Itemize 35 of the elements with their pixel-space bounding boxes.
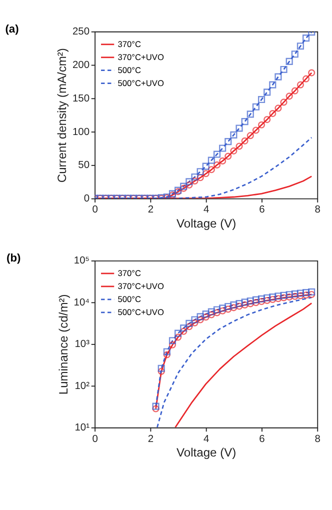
- y-axis-title: Luminance (cd/m²): [56, 294, 70, 395]
- y-tick-label: 100: [72, 126, 90, 138]
- y-tick-label: 200: [72, 60, 90, 72]
- x-tick-label: 6: [259, 204, 266, 216]
- legend-label: 500°C+UVO: [118, 307, 164, 318]
- x-tick-label: 0: [92, 204, 98, 216]
- legend-label: 370°C+UVO: [118, 281, 164, 292]
- x-tick-label: 8: [314, 204, 321, 216]
- y-tick-label: 0: [84, 194, 90, 205]
- y-tick-label: 10³: [74, 339, 90, 350]
- x-tick-label: 4: [204, 434, 210, 445]
- x-tick-label: 8: [314, 434, 321, 445]
- x-tick-label: 0: [92, 434, 98, 445]
- legend-label: 370°C+UVO: [118, 52, 164, 62]
- x-axis-title: Voltage (V): [176, 216, 236, 231]
- legend-label: 500°C+UVO: [118, 78, 164, 88]
- x-tick-label: 2: [148, 434, 154, 445]
- legend-label: 370°C: [118, 39, 142, 50]
- legend-label: 370°C: [118, 268, 142, 278]
- x-tick-label: 4: [204, 204, 210, 216]
- x-tick-label: 2: [148, 204, 154, 216]
- y-tick-label: 10⁵: [74, 256, 90, 267]
- legend-label: 500°C: [118, 294, 142, 304]
- x-axis-title: Voltage (V): [176, 446, 236, 460]
- y-tick-label: 10¹: [74, 422, 90, 434]
- legend-label: 500°C: [118, 65, 142, 76]
- x-tick-label: 6: [259, 434, 266, 445]
- y-tick-label: 10⁴: [74, 297, 90, 308]
- chart-title: (b): [6, 252, 22, 264]
- y-axis-title: Current density (mA/cm²): [54, 48, 69, 183]
- y-tick-label: 50: [78, 160, 90, 172]
- text: (a): [5, 23, 20, 36]
- y-tick-label: 10²: [74, 380, 90, 392]
- y-tick-label: 250: [72, 26, 90, 38]
- y-tick-label: 150: [72, 93, 90, 104]
